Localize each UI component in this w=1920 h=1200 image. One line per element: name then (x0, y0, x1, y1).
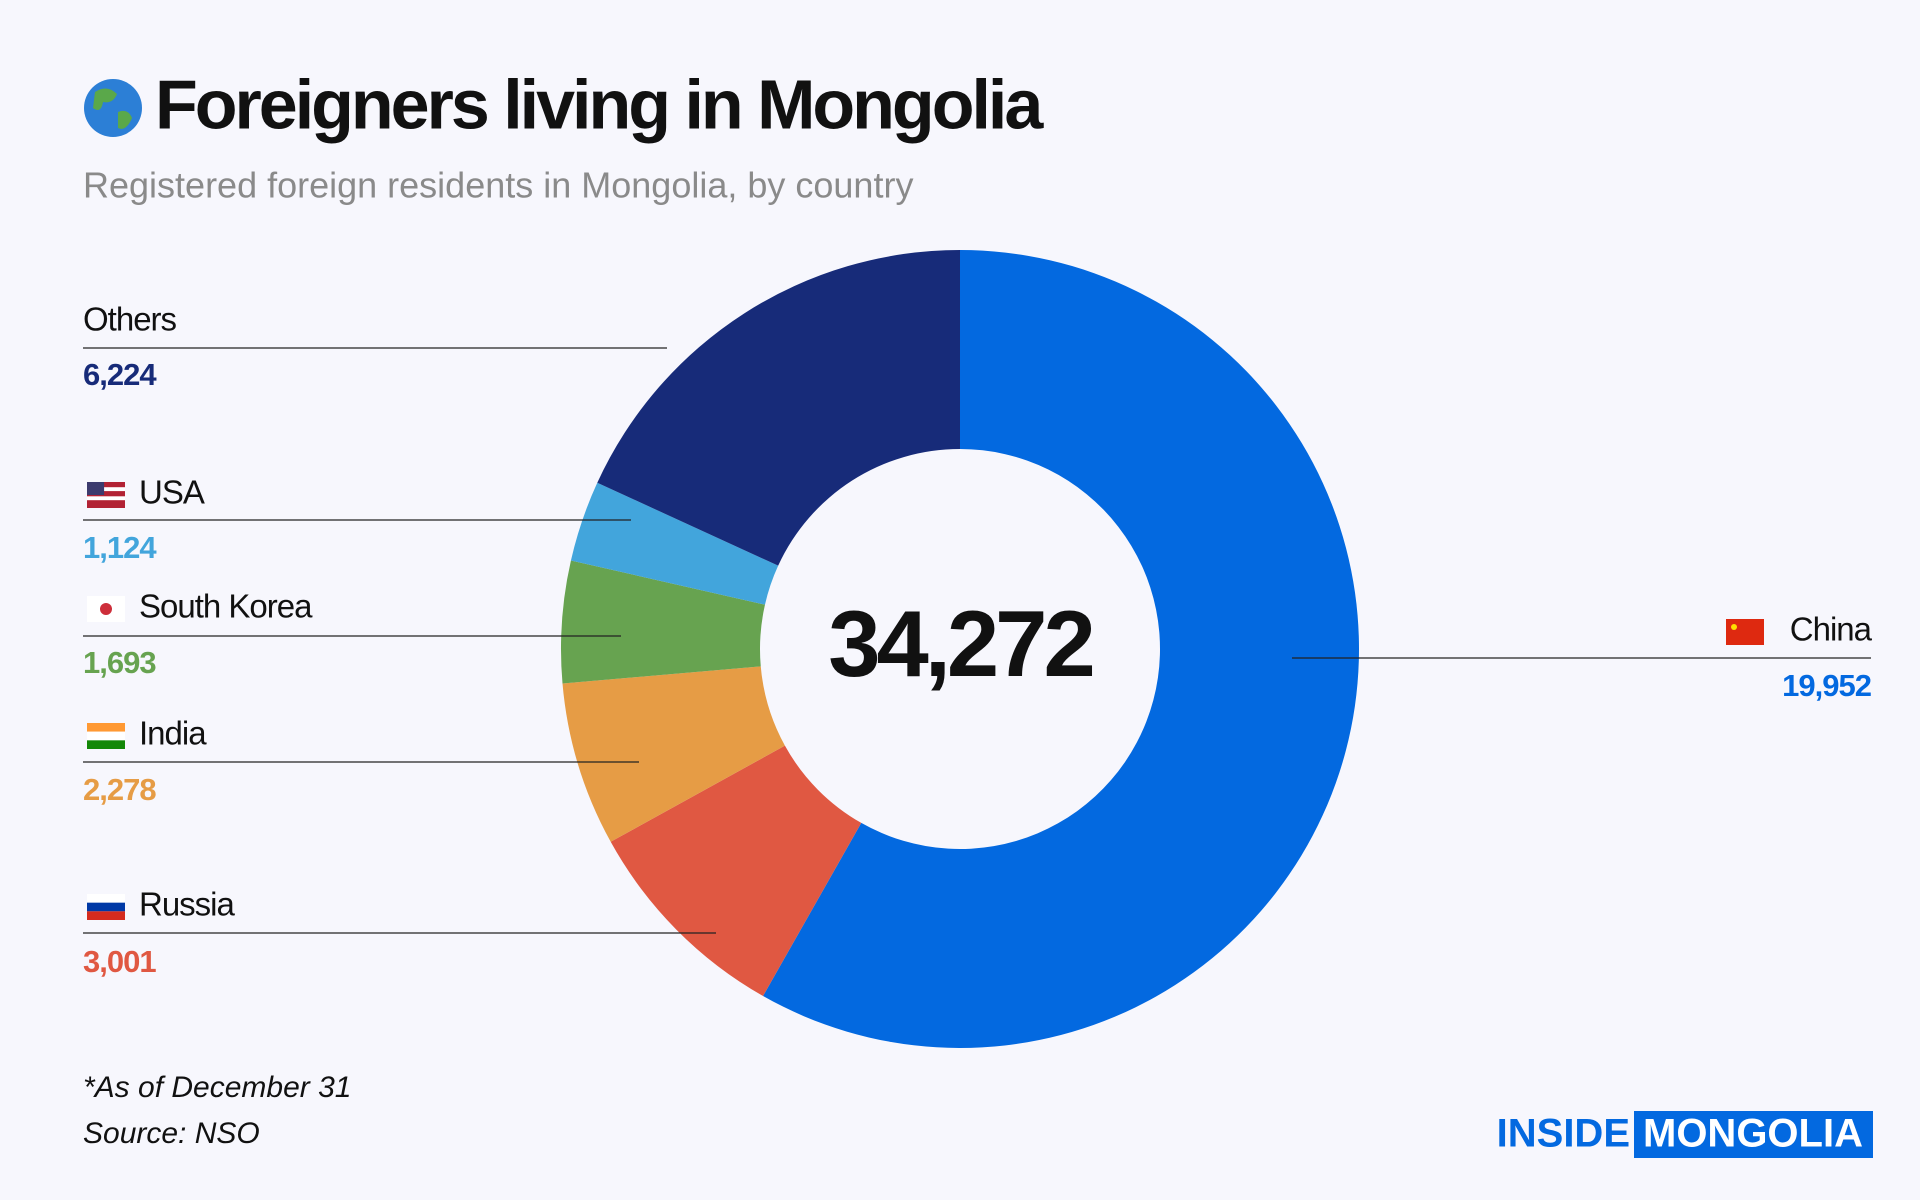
value-label: 2,278 (83, 772, 156, 807)
flag-part (87, 902, 125, 912)
flag-part (87, 894, 125, 903)
footnote: *As of December 31 (83, 1071, 351, 1104)
category-label: USA (139, 474, 205, 511)
source: Source: NSO (83, 1117, 260, 1150)
donut-slice (561, 560, 765, 684)
category-label: India (139, 715, 207, 752)
category-label: Russia (139, 886, 236, 923)
flag-part (87, 496, 125, 501)
chart-subtitle: Registered foreign residents in Mongolia… (83, 165, 913, 206)
flag-part (100, 603, 112, 615)
value-label: 1,124 (83, 530, 157, 565)
value-label: 19,952 (1782, 668, 1871, 703)
category-label: South Korea (139, 588, 313, 625)
logo-box (1634, 1111, 1873, 1158)
value-label: 3,001 (83, 944, 156, 979)
flag-part (87, 911, 125, 920)
chart-title: Foreigners living in Mongolia (155, 65, 1044, 143)
flag-part (87, 731, 125, 741)
value-label: 6,224 (83, 357, 157, 392)
globe-icon (84, 79, 142, 137)
category-label: China (1790, 611, 1873, 648)
donut-slice (610, 745, 862, 996)
value-label: 1,693 (83, 645, 156, 680)
logo-right: MONGOLIA (1643, 1112, 1863, 1156)
flag-part (87, 723, 125, 732)
category-label: Others (83, 301, 177, 338)
donut-slice (763, 250, 1359, 1048)
flag-part (87, 487, 125, 492)
donut-slice (597, 250, 960, 566)
center-label: 34,272 (828, 591, 1092, 696)
flag-part (87, 482, 105, 495)
logo: INSIDE MONGOLIA (1497, 1111, 1873, 1158)
donut-slice (562, 666, 785, 842)
flag-part (1726, 619, 1764, 645)
flag-part (87, 740, 125, 749)
logo-left: INSIDE (1497, 1112, 1630, 1156)
flag-part (1731, 624, 1737, 630)
donut-slice (570, 482, 779, 605)
